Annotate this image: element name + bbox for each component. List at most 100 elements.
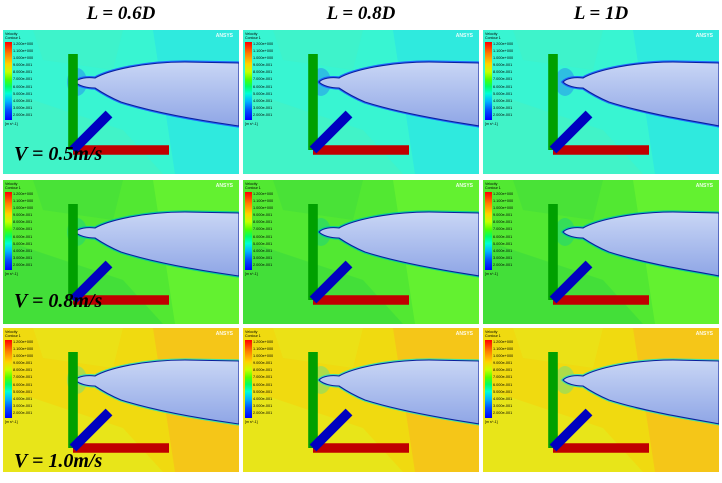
flow-region [33,180,123,220]
legend-label: 9.000e-001 [13,361,33,366]
axis-triad-icon [548,204,649,305]
axis-triad-icon [308,204,409,305]
legend-label: 7.000e-001 [13,227,33,232]
legend-label: 1.000e+000 [253,354,274,359]
legend-label: 8.000e-001 [13,220,33,225]
legend-title: Velocity [5,330,18,334]
legend-subtitle: Contour 1 [485,334,501,338]
legend-label: 3.000e-001 [13,105,33,110]
legend-color-bar [245,192,252,270]
legend-title: Velocity [485,330,498,334]
legend-label: 2.000e-001 [493,262,513,267]
axis-triad-icon [68,54,169,155]
legend-label: 2.000e-001 [493,410,513,415]
legend-label: 6.000e-001 [493,382,513,387]
hull-body [562,359,719,425]
legend-label: 6.000e-001 [253,234,273,239]
legend-color-bar [485,340,492,418]
legend-label: 6.000e-001 [253,84,273,89]
legend-label: 1.100e+000 [13,199,34,204]
axis-triad-icon [548,352,649,453]
legend-label: 3.000e-001 [253,255,273,260]
legend-label: 1.100e+000 [493,347,514,352]
legend-label: 5.000e-001 [493,241,513,246]
legend-unit: [m s^-1] [5,420,18,424]
legend-label: 8.000e-001 [493,220,513,225]
hull-body [318,359,479,425]
legend-label: 2.000e-001 [13,410,33,415]
legend-label: 1.200e+000 [253,42,274,46]
legend-label: 1.100e+000 [493,199,514,204]
legend-label: 3.000e-001 [493,255,513,260]
velocity-contour-plot [3,30,239,174]
legend-labels: 1.200e+000 1.100e+000 1.000e+000 9.000e-001… [253,191,293,269]
legend-subtitle: Contour 1 [5,36,21,40]
legend-title: Velocity [245,32,258,36]
legend-unit: [m s^-1] [245,420,258,424]
color-legend: Velocity Contour 1 1.200e+000 1.100e+000 1.0… [5,32,65,144]
legend-label: 4.000e-001 [253,98,273,103]
ansys-logo: ANSYS [695,183,713,189]
legend-subtitle: Contour 1 [245,334,261,338]
legend-label: 5.000e-001 [13,389,33,394]
color-legend: Velocity Contour 1 1.200e+000 1.100e+000 1.0… [5,182,65,294]
legend-label: 2.000e-001 [493,112,513,117]
hull-body [562,211,719,277]
legend-label: 1.000e+000 [253,56,274,61]
color-legend: Velocity Contour 1 1.200e+000 1.100e+000 1.0… [485,182,545,294]
color-legend: Velocity Contour 1 1.200e+000 1.100e+000 1.0… [245,32,305,144]
legend-color-bar [245,340,252,418]
ansys-logo: ANSYS [455,33,473,39]
legend-label: 1.200e+000 [493,340,514,344]
legend-label: 3.000e-001 [13,403,33,408]
flow-region [33,30,123,70]
legend-label: 9.000e-001 [13,63,33,68]
legend-label: 7.000e-001 [493,375,513,380]
contour-panel: Velocity Contour 1 1.200e+000 1.100e+000 1.0… [3,180,239,324]
color-legend: Velocity Contour 1 1.200e+000 1.100e+000 1.0… [245,182,305,294]
legend-label: 9.000e-001 [493,213,513,218]
contour-panel: Velocity Contour 1 1.200e+000 1.100e+000 1.0… [483,180,719,324]
axis-triad-icon [308,352,409,453]
legend-label: 8.000e-001 [13,70,33,75]
legend-label: 4.000e-001 [13,98,33,103]
legend-label: 7.000e-001 [253,77,273,82]
legend-label: 6.000e-001 [13,382,33,387]
column-header-l-0-6d: L = 0.6D [86,3,156,24]
row-label-v-0-8: V = 0.8m/s [14,290,103,312]
legend-labels: 1.200e+000 1.100e+000 1.000e+000 9.000e-001… [493,41,533,119]
flow-region [513,328,603,368]
column-header-l-0-8d: L = 0.8D [326,3,396,24]
hull-body [74,359,239,425]
legend-label: 1.200e+000 [253,192,274,196]
hull-body [318,61,479,127]
flow-region [273,30,363,70]
legend-label: 1.200e+000 [13,340,34,344]
legend-label: 1.000e+000 [13,206,34,211]
legend-label: 6.000e-001 [13,234,33,239]
legend-labels: 1.200e+000 1.100e+000 1.000e+000 9.000e-001… [493,339,533,417]
contour-panel: Velocity Contour 1 1.200e+000 1.100e+000 1.0… [3,328,239,472]
contour-panel: Velocity Contour 1 1.200e+000 1.100e+000 1.0… [243,328,479,472]
legend-label: 9.000e-001 [253,63,273,68]
flow-region [513,30,603,70]
legend-label: 9.000e-001 [253,361,273,366]
legend-label: 5.000e-001 [253,241,273,246]
legend-label: 1.100e+000 [493,49,514,54]
legend-label: 4.000e-001 [253,396,273,401]
legend-title: Velocity [245,330,258,334]
legend-label: 5.000e-001 [13,241,33,246]
hull-body [74,211,239,277]
legend-label: 4.000e-001 [493,248,513,253]
legend-label: 7.000e-001 [253,375,273,380]
legend-label: 5.000e-001 [253,91,273,96]
legend-label: 5.000e-001 [493,389,513,394]
legend-label: 2.000e-001 [253,262,273,267]
legend-color-bar [485,192,492,270]
legend-label: 5.000e-001 [253,389,273,394]
flow-region [273,328,363,368]
legend-unit: [m s^-1] [485,420,498,424]
flow-region [273,180,363,220]
legend-label: 1.200e+000 [493,42,514,46]
legend-label: 3.000e-001 [493,403,513,408]
